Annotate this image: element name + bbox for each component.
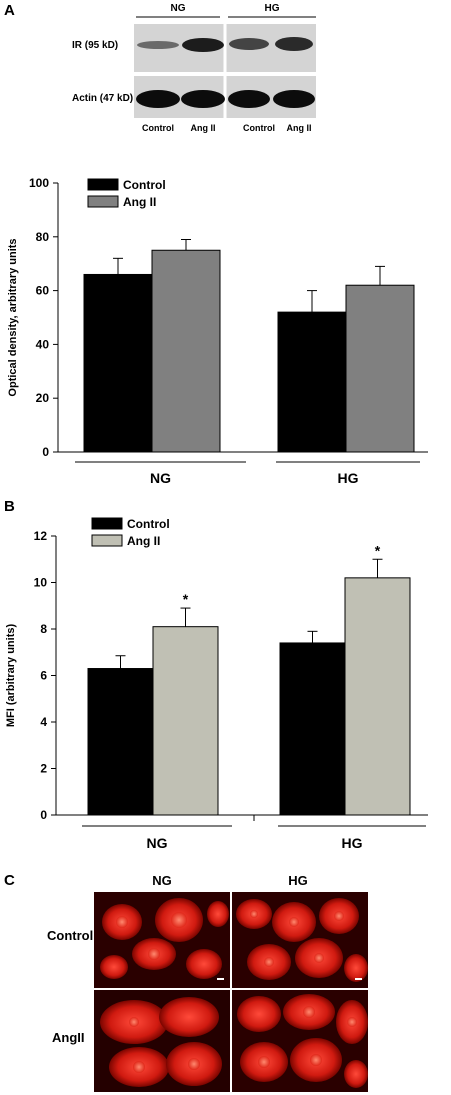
chart-a-bar-control-ng [83, 273, 153, 453]
micrograph-grid [94, 892, 368, 1092]
chart-a-category-label-ng: NG [150, 470, 171, 486]
chart-b-y-tick-label: 2 [40, 762, 47, 776]
blot-actin-band-2 [181, 90, 225, 108]
chart-a-y-tick-label: 20 [36, 391, 50, 405]
blot-lane-label-3: Control [243, 123, 275, 133]
chart-b-legend-swatch-0 [91, 517, 123, 530]
chart-a-bar-control-hg [277, 311, 347, 453]
chart-b: 0 2 4 6 8 10 12 MFI (arbitrary units) * NG * HG Cont… [5, 517, 428, 851]
blot-actin-band-1 [136, 90, 180, 108]
chart-a-bar-ang-ii-ng [151, 249, 221, 453]
blot-ir-band-4 [275, 37, 313, 51]
chart-b-legend-swatch-1 [91, 534, 123, 547]
panel-a-letter: A [4, 2, 15, 19]
chart-a: 0 20 40 60 80 100 Optical density, arbitrary u… [7, 176, 428, 486]
chart-a-legend-swatch-1 [87, 195, 119, 208]
chart-b-legend-label-1: Ang II [127, 534, 160, 548]
blot-row-label-ir: IR (95 kD) [72, 40, 119, 51]
chart-b-significance-marker: * [183, 591, 189, 607]
blot-ir-band-3 [229, 38, 269, 50]
micrograph-ng-angii-cells [100, 997, 222, 1087]
chart-a-y-tick-label: 0 [42, 445, 49, 459]
blot-ir-band-2 [182, 38, 224, 52]
micrograph-column-label-hg: HG [288, 873, 308, 888]
chart-a-y-tick-label: 100 [29, 176, 49, 190]
blot-actin-band-3 [228, 90, 270, 108]
chart-b-bar-ang-ii-hg [344, 577, 411, 816]
blot-actin-band-4 [273, 90, 315, 108]
chart-a-y-tick-label: 60 [36, 284, 50, 298]
chart-a-legend-label-1: Ang II [123, 195, 156, 209]
micrograph-hg-angii-cells [237, 994, 368, 1088]
chart-b-significance-marker: * [375, 542, 381, 558]
chart-b-legend-label-0: Control [127, 517, 170, 531]
blot-lane-label-4: Ang II [286, 123, 312, 133]
chart-a-legend-swatch-0 [87, 178, 119, 191]
micrograph-column-label-ng: NG [152, 873, 172, 888]
chart-b-y-tick-label: 0 [40, 808, 47, 822]
blot-lane-label-1: Control [142, 123, 174, 133]
blot-graphics [134, 16, 316, 118]
chart-a-legend-label-0: Control [123, 178, 166, 192]
chart-b-y-tick-label: 6 [40, 669, 47, 683]
chart-b-y-tick-label: 4 [40, 715, 47, 729]
chart-a-y-tick-label: 80 [36, 230, 50, 244]
chart-a-category-label-hg: HG [338, 470, 359, 486]
micrograph-hg-control-cells [236, 898, 368, 982]
blot-ir-band-1 [137, 41, 179, 49]
chart-b-y-tick-label: 10 [34, 576, 48, 590]
chart-b-y-tick-label: 12 [34, 529, 48, 543]
chart-b-category-label-hg: HG [342, 835, 363, 851]
blot-row-label-actin: Actin (47 kD) [72, 93, 134, 104]
chart-a-bar-ang-ii-hg [345, 284, 415, 453]
panel-c-letter: C [4, 872, 15, 889]
blot-lane-label-2: Ang II [190, 123, 216, 133]
chart-b-bar-ang-ii-ng [152, 626, 219, 816]
micrograph-ng-control-cells [100, 898, 229, 980]
micrograph-row-label-control: Control [47, 928, 94, 943]
chart-b-bar-control-hg [279, 642, 346, 816]
chart-b-y-axis-label: MFI (arbitrary units) [5, 624, 17, 728]
chart-a-y-axis-label: Optical density, arbitrary units [7, 238, 19, 396]
panel-b-letter: B [4, 498, 15, 515]
chart-a-y-tick-label: 40 [36, 337, 50, 351]
micrograph-row-label-angii: AngII [52, 1030, 85, 1045]
blot-group-label-hg: HG [264, 3, 280, 14]
chart-b-y-tick-label: 8 [40, 622, 47, 636]
chart-b-category-label-ng: NG [147, 835, 168, 851]
blot-group-label-ng: NG [170, 3, 186, 14]
chart-b-bar-control-ng [87, 668, 154, 816]
